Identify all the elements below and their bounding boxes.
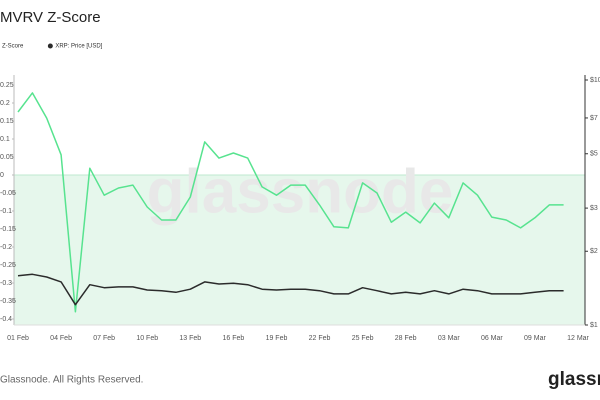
legend-marker [47,43,53,49]
x-tick-label: 16 Feb [222,335,244,342]
y-tick-label: -0.15 [0,226,16,233]
x-tick-label: 09 Mar [524,335,546,342]
chart-title: MVRV Z-Score [0,9,101,26]
x-tick-label: 06 Mar [481,335,503,342]
legend: Z-Score XRP: Price [USD] [2,43,103,50]
y-tick-label: -0.3 [0,280,12,287]
plot: glassnode 0.25 0.2 0.15 0.1 0.05 0 -0.05 -0.1 -0.… [0,75,600,342]
y2-tick-label: $5 [590,151,598,158]
x-tick-label: 03 Mar [438,335,460,342]
y-tick-label: 0.2 [0,100,10,107]
y-tick-label: -0.25 [0,262,16,269]
y-tick-label: 0.15 [0,118,14,125]
footer: Glassnode. All Rights Reserved. [0,375,143,386]
y2-tick-label: $3 [590,205,598,212]
watermark: glassnode [147,157,454,226]
x-tick-label: 01 Feb [7,335,29,342]
x-tick-label: 25 Feb [352,335,374,342]
shaded-zone [14,175,585,325]
y2-tick-label: $10 [590,77,600,84]
series-line [17,92,564,313]
y-tick-label: -0.2 [0,244,12,251]
series-line [17,273,564,306]
y-tick-label: -0.05 [0,190,16,197]
legend-label: XRP: Price [USD] [55,44,102,50]
x-tick-label: 04 Feb [50,335,72,342]
y-tick-label: -0.4 [0,316,12,323]
y-tick-label: 0.25 [0,82,14,89]
x-tick-label: 19 Feb [266,335,288,342]
y2-tick-label: $1 [590,322,598,329]
x-tick-label: 07 Feb [93,335,115,342]
x-tick-label: 22 Feb [309,335,331,342]
y-tick-label: -0.35 [0,298,16,305]
legend-label: Z-Score [2,44,24,50]
x-tick-label: 12 Mar [567,335,589,342]
logo: glassnode [548,369,600,390]
y-tick-label: 0.05 [0,154,14,161]
x-tick-label: 13 Feb [179,335,201,342]
y2-tick-label: $7 [590,115,598,122]
y-tick-label: 0.1 [0,136,10,143]
y-tick-label: 0 [0,172,4,179]
y2-tick-label: $2 [590,248,598,255]
x-tick-label: 10 Feb [136,335,158,342]
y-tick-label: -0.1 [0,208,12,215]
x-tick-label: 28 Feb [395,335,417,342]
